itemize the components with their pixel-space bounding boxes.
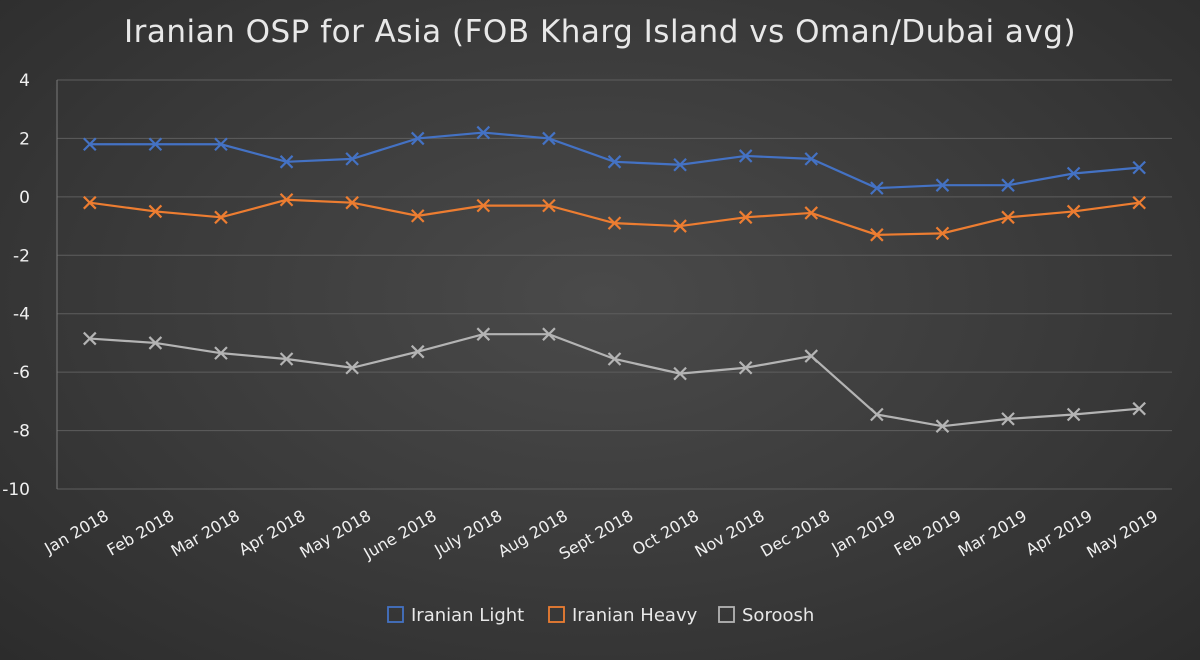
data-point-marker — [1001, 210, 1015, 225]
data-point-marker — [804, 349, 819, 363]
data-point-marker — [476, 327, 491, 341]
data-point-marker — [1132, 160, 1146, 175]
data-point-marker — [542, 327, 556, 341]
x-tick-label: Jan 2019 — [827, 506, 898, 558]
y-tick-label: 2 — [19, 129, 30, 149]
data-point-marker — [673, 157, 687, 172]
legend-label: Iranian Light — [411, 605, 524, 626]
data-point-marker — [935, 178, 950, 192]
y-tick-label: 0 — [19, 188, 30, 208]
data-point-marker — [83, 195, 97, 210]
x-tick-label: Mar 2019 — [955, 506, 1030, 560]
data-point-marker — [542, 198, 556, 213]
data-point-marker — [1001, 178, 1015, 192]
legend-label: Iranian Heavy — [572, 605, 698, 626]
y-tick-label: -10 — [2, 480, 30, 500]
data-point-marker — [476, 125, 491, 140]
data-point-marker — [214, 346, 228, 360]
data-point-marker — [870, 407, 884, 422]
x-tick-label: Oct 2018 — [629, 506, 702, 559]
x-tick-label: Dec 2018 — [757, 506, 833, 561]
x-tick-label: July 2018 — [430, 506, 505, 560]
data-point-marker — [476, 198, 491, 213]
x-tick-label: Apr 2019 — [1022, 506, 1095, 559]
data-point-marker — [1132, 195, 1146, 210]
data-point-marker — [148, 336, 163, 350]
y-tick-label: 4 — [19, 71, 30, 91]
x-tick-label: Apr 2018 — [235, 506, 308, 559]
x-tick-label: May 2019 — [1083, 506, 1161, 562]
y-tick-label: -8 — [13, 422, 30, 442]
data-point-marker — [607, 155, 622, 169]
data-point-marker — [542, 131, 556, 146]
data-point-marker — [410, 344, 425, 359]
data-point-marker — [1066, 204, 1081, 219]
data-point-marker — [1001, 412, 1015, 426]
y-tick-label: -6 — [13, 363, 30, 383]
data-point-marker — [738, 360, 753, 375]
data-point-marker — [870, 228, 884, 242]
series-line — [89, 333, 1140, 428]
data-point-marker — [83, 137, 97, 152]
legend-label: Soroosh — [742, 605, 814, 626]
legend-swatch — [718, 606, 735, 623]
data-point-marker — [410, 131, 425, 146]
x-tick-label: Jan 2018 — [40, 506, 111, 558]
data-point-marker — [345, 195, 359, 210]
data-point-marker — [279, 155, 294, 169]
x-tick-label: Mar 2018 — [168, 506, 243, 560]
data-point-marker — [1132, 401, 1146, 416]
data-point-marker — [870, 181, 884, 195]
data-point-marker — [410, 209, 425, 223]
data-point-marker — [935, 419, 950, 433]
data-point-marker — [1066, 407, 1081, 422]
chart-title: Iranian OSP for Asia (FOB Kharg Island v… — [123, 14, 1077, 50]
x-tick-label: Feb 2019 — [891, 506, 965, 560]
x-tick-label: May 2018 — [296, 506, 374, 562]
data-point-marker — [607, 216, 622, 230]
x-tick-label: June 2018 — [360, 506, 440, 563]
data-point-marker — [738, 149, 753, 163]
x-tick-label: Sept 2018 — [556, 506, 637, 564]
y-tick-label: -2 — [13, 246, 30, 266]
data-point-marker — [148, 204, 163, 219]
data-point-marker — [804, 152, 819, 166]
data-point-marker — [345, 360, 359, 375]
data-point-marker — [345, 152, 359, 166]
legend-swatch — [548, 606, 565, 623]
data-point-marker — [804, 206, 819, 220]
data-point-marker — [673, 219, 687, 233]
data-point-marker — [214, 137, 228, 152]
data-point-marker — [279, 352, 294, 366]
data-point-marker — [738, 210, 753, 225]
legend-swatch — [387, 606, 404, 623]
data-point-marker — [935, 226, 950, 241]
data-point-marker — [607, 352, 622, 366]
series-line — [89, 198, 1140, 236]
data-point-marker — [214, 210, 228, 225]
y-tick-label: -4 — [13, 305, 30, 325]
data-point-marker — [673, 366, 687, 381]
data-point-marker — [279, 193, 294, 207]
data-point-marker — [83, 331, 97, 346]
x-tick-label: Feb 2018 — [104, 506, 178, 560]
data-point-marker — [148, 137, 163, 152]
data-point-marker — [1066, 166, 1081, 181]
x-tick-label: Nov 2018 — [691, 506, 767, 561]
